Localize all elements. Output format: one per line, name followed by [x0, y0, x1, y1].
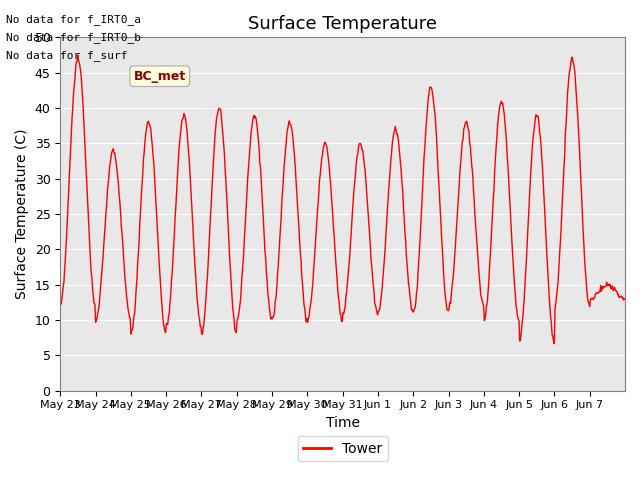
- Text: No data for f_IRT0_a: No data for f_IRT0_a: [6, 14, 141, 25]
- Text: No data for f_surf: No data for f_surf: [6, 50, 128, 61]
- Title: Surface Temperature: Surface Temperature: [248, 15, 437, 33]
- Text: BC_met: BC_met: [134, 70, 186, 83]
- Legend: Tower: Tower: [298, 436, 388, 461]
- X-axis label: Time: Time: [326, 416, 360, 430]
- Text: No data for f_IRT0_b: No data for f_IRT0_b: [6, 32, 141, 43]
- Y-axis label: Surface Temperature (C): Surface Temperature (C): [15, 129, 29, 299]
